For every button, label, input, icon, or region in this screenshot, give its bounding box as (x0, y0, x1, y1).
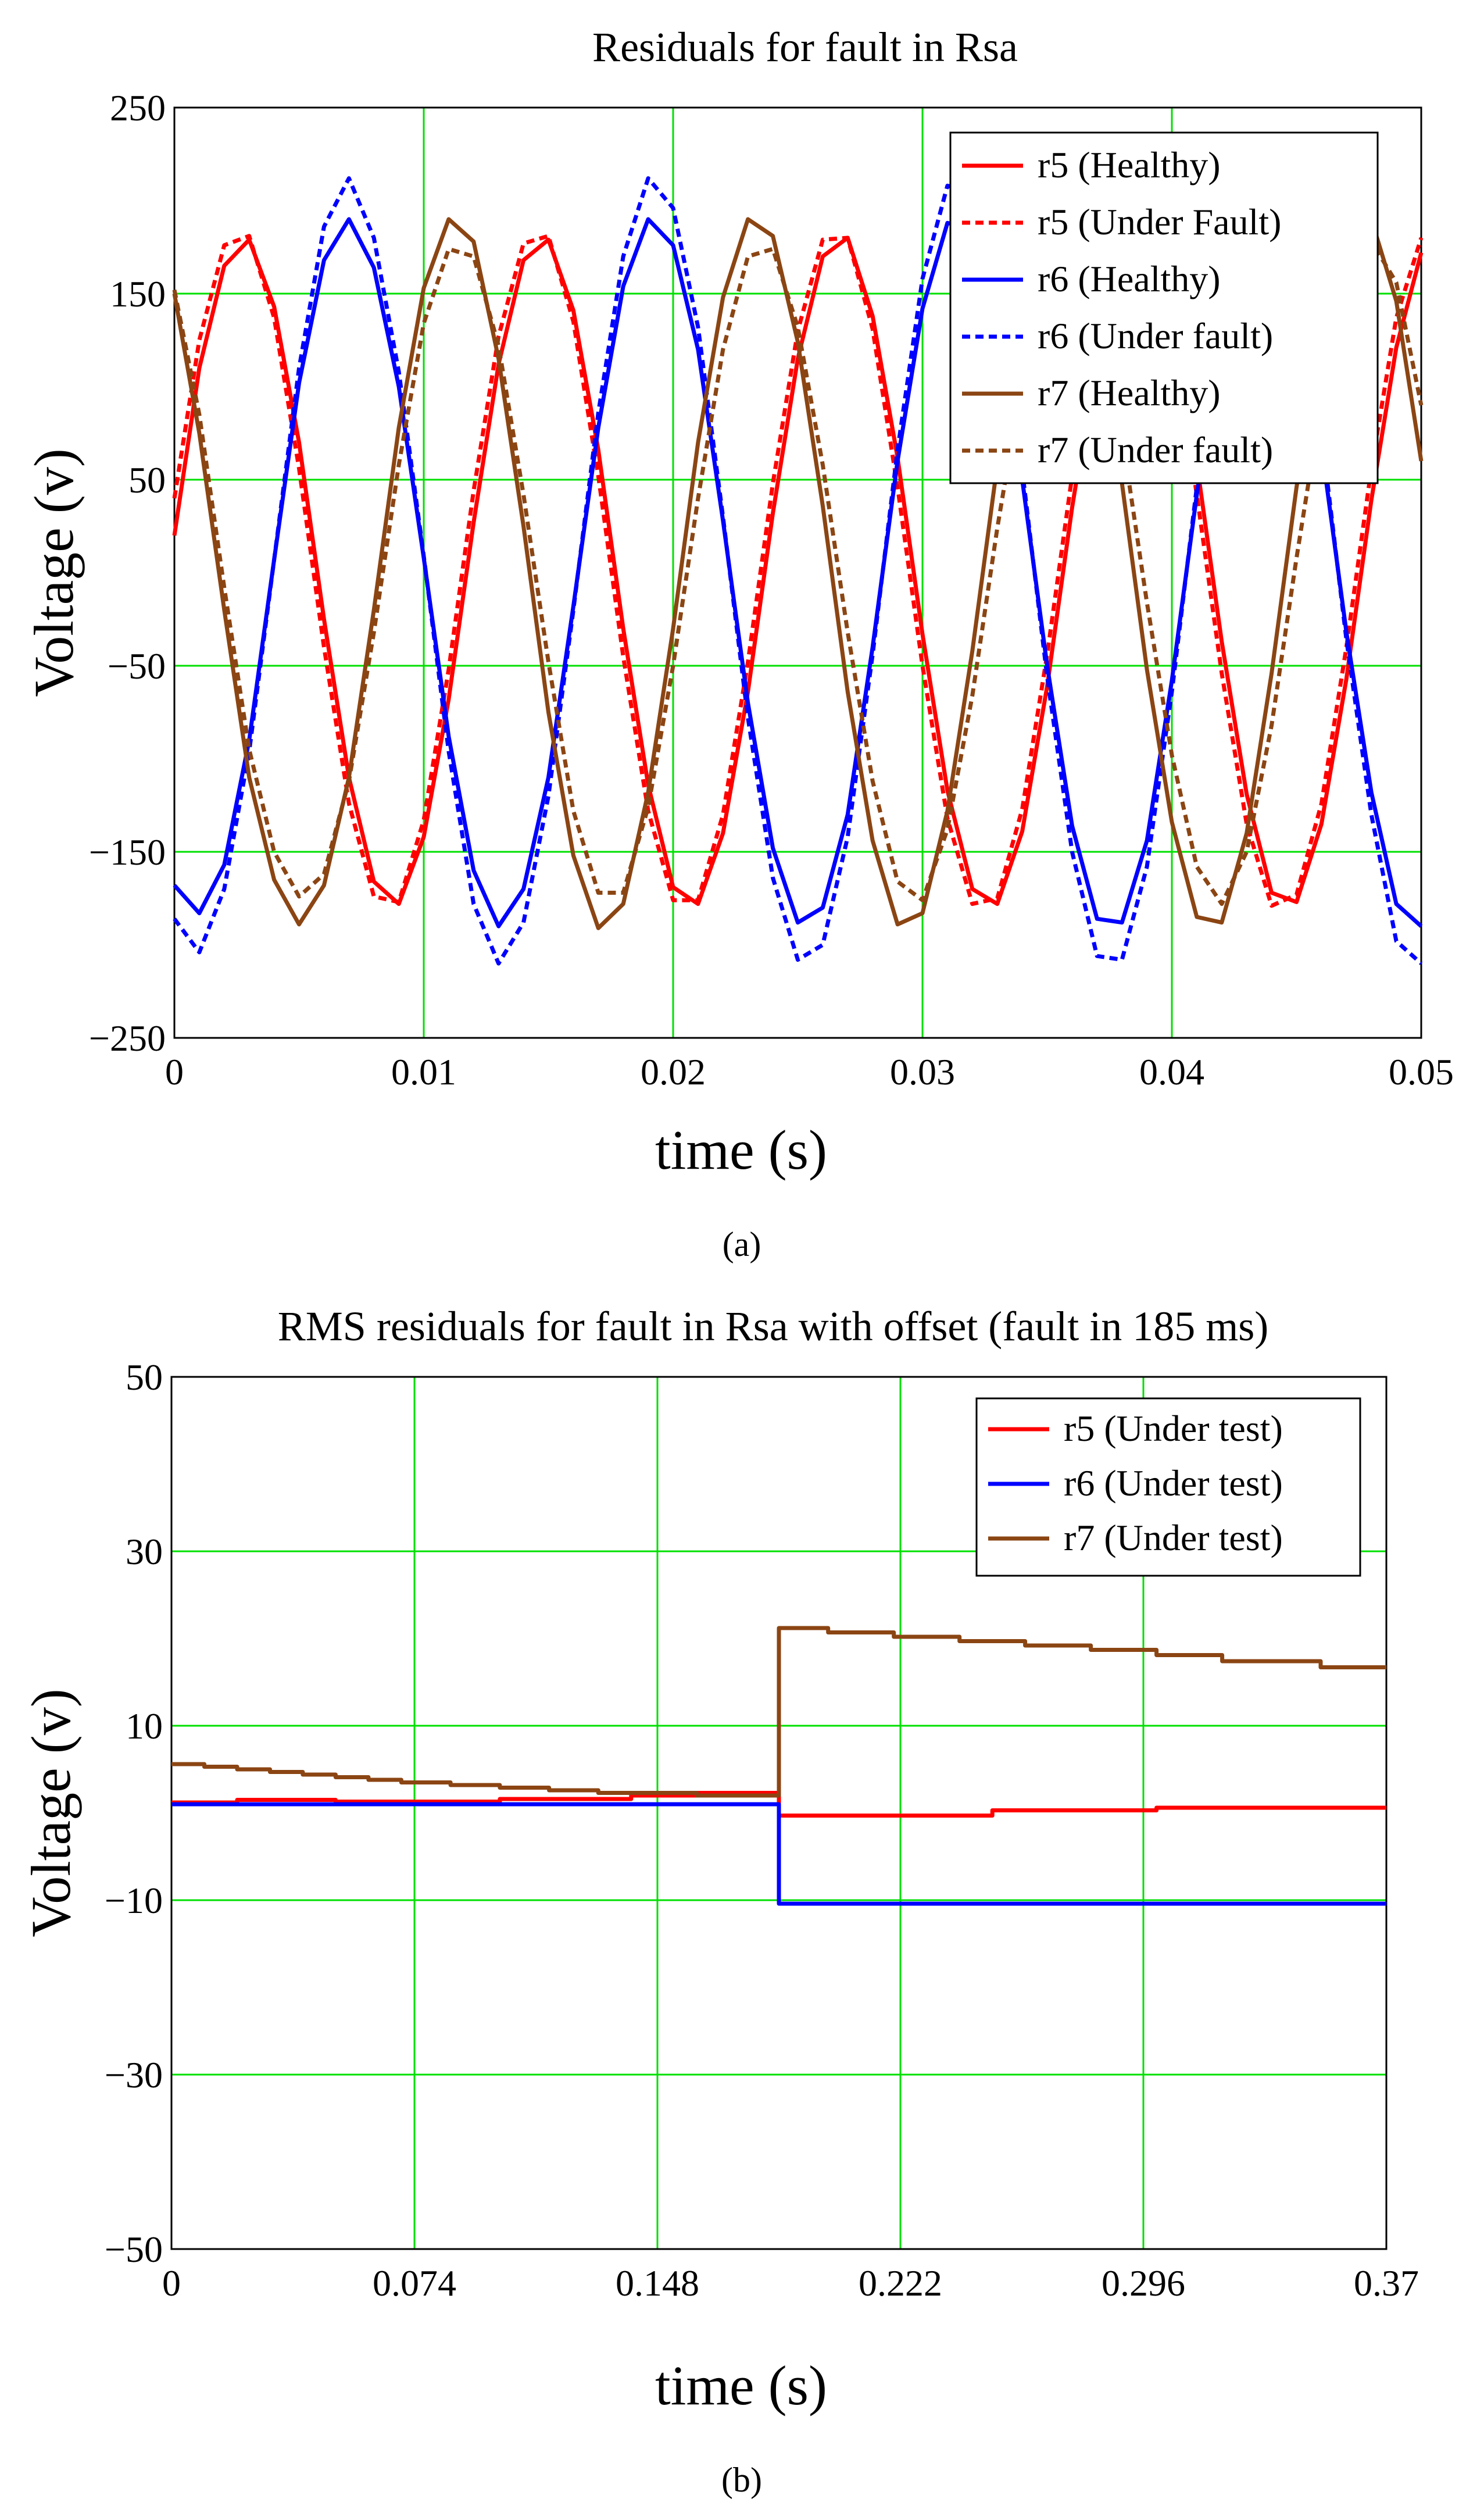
legend-label: r7 (Healthy) (1038, 372, 1221, 413)
x-tick-label: 0.04 (1139, 1051, 1204, 1093)
legend-label: r5 (Healthy) (1038, 144, 1221, 185)
chart-b-xlabel: time (s) (655, 2354, 827, 2417)
chart-a-legend-box (949, 131, 1379, 484)
y-tick-label: 10 (126, 1705, 163, 1747)
chart-a-legend: r5 (Healthy) r5 (Under Fault) r6 (Healthy)… (949, 131, 1379, 484)
y-tick-label: −250 (89, 1018, 166, 1059)
chart-panel-a: Residuals for fault in Rsa 0 0.01 0.02 0.03… (23, 24, 1454, 1263)
x-tick-label: 0.05 (1389, 1051, 1454, 1093)
chart-a-series-group (172, 176, 1424, 966)
chart-a-title: Residuals for fault in Rsa (592, 24, 1018, 70)
chart-panel-b: RMS residuals for fault in Rsa with offs… (20, 1303, 1419, 2499)
x-tick-label: 0.37 (1354, 2262, 1419, 2304)
series-line-r6-fault (173, 176, 1423, 966)
series-line-r5 (172, 235, 1424, 906)
series-line-r5 (171, 1791, 1386, 1818)
y-tick-label: 50 (128, 459, 166, 501)
x-tick-label: 0 (165, 1051, 184, 1093)
x-tick-label: 0.222 (859, 2262, 942, 2304)
panel-a-label: (a) (723, 1225, 761, 1263)
legend-label: r7 (Under test) (1064, 1517, 1283, 1558)
y-tick-label: 150 (110, 273, 166, 315)
chart-a-ylabel: Voltage (v) (23, 448, 85, 697)
legend-label: r6 (Under test) (1064, 1462, 1283, 1504)
y-tick-label: 30 (126, 1531, 163, 1572)
x-tick-label: 0.148 (616, 2262, 699, 2304)
legend-label: r6 (Healthy) (1038, 258, 1221, 299)
legend-label: r5 (Under test) (1064, 1408, 1283, 1449)
series-line-r7 (172, 217, 1424, 930)
chart-a-plot-frame (173, 106, 1422, 1039)
x-tick-label: 0.296 (1102, 2262, 1185, 2304)
x-tick-label: 0.02 (641, 1051, 706, 1093)
x-tick-label: 0.074 (373, 2262, 456, 2304)
chart-a-xlabel: time (s) (655, 1119, 827, 1181)
series-line-r7-fault (172, 239, 1424, 906)
chart-b-plot-frame (170, 1376, 1388, 2250)
panel-b-label: (b) (721, 2461, 762, 2499)
y-tick-label: 50 (126, 1357, 163, 1398)
y-tick-label: −30 (105, 2054, 163, 2096)
chart-b-legend: r5 (Under test) r6 (Under test) r7 (Under … (975, 1397, 1361, 1577)
y-tick-label: 250 (110, 87, 166, 129)
series-line-r7 (171, 1626, 1386, 1798)
y-tick-label: −10 (105, 1880, 163, 1921)
y-tick-label: −150 (89, 831, 166, 873)
x-tick-label: 0.03 (890, 1051, 955, 1093)
x-tick-label: 0 (162, 2262, 181, 2304)
y-tick-label: −50 (105, 2229, 163, 2270)
x-tick-label: 0.01 (391, 1051, 456, 1093)
chart-b-series-group (171, 1626, 1386, 1906)
chart-b-title: RMS residuals for fault in Rsa with offs… (278, 1303, 1268, 1350)
chart-b-tick-labels: 0 0.074 0.148 0.222 0.296 0.37 −50 −30 −10 10 30 50 (105, 1357, 1419, 2304)
series-line-r6 (171, 1802, 1386, 1906)
y-tick-label: −50 (108, 645, 166, 687)
chart-a-tick-labels: 0 0.01 0.02 0.03 0.04 0.05 −250 −150 −50 50 150 250 (89, 87, 1454, 1093)
legend-label: r7 (Under fault) (1038, 429, 1273, 470)
chart-b-ylabel: Voltage (v) (20, 1689, 82, 1937)
legend-label: r5 (Under Fault) (1038, 201, 1281, 242)
legend-label: r6 (Under fault) (1038, 315, 1273, 356)
